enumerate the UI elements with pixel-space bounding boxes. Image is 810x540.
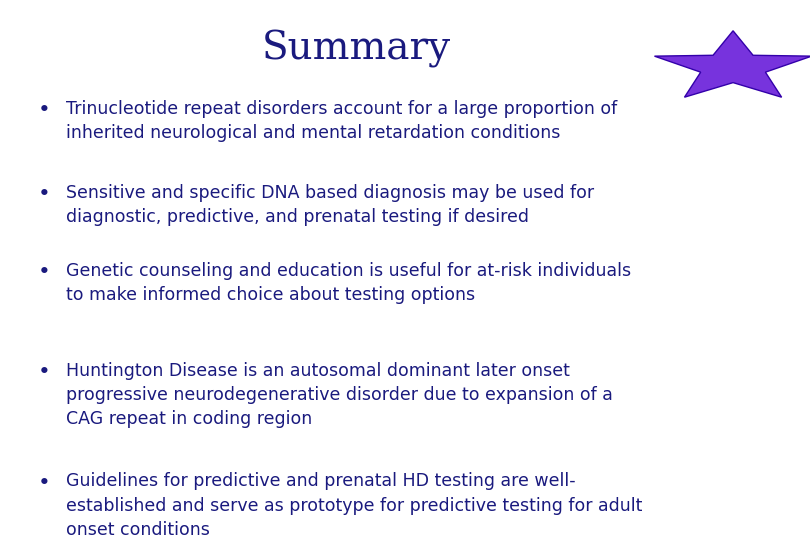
Text: Genetic counseling and education is useful for at-risk individuals
to make infor: Genetic counseling and education is usef… xyxy=(66,262,632,304)
Text: Guidelines for predictive and prenatal HD testing are well-
established and serv: Guidelines for predictive and prenatal H… xyxy=(66,472,643,539)
Text: Huntington Disease is an autosomal dominant later onset
progressive neurodegener: Huntington Disease is an autosomal domin… xyxy=(66,362,613,428)
Text: Summary: Summary xyxy=(262,30,451,68)
Text: •: • xyxy=(38,100,51,120)
Text: Sensitive and specific DNA based diagnosis may be used for
diagnostic, predictiv: Sensitive and specific DNA based diagnos… xyxy=(66,184,595,226)
Text: •: • xyxy=(38,262,51,282)
Polygon shape xyxy=(654,31,810,97)
Text: •: • xyxy=(38,472,51,492)
Text: •: • xyxy=(38,362,51,382)
Text: •: • xyxy=(38,184,51,204)
Text: Trinucleotide repeat disorders account for a large proportion of
inherited neuro: Trinucleotide repeat disorders account f… xyxy=(66,100,618,142)
